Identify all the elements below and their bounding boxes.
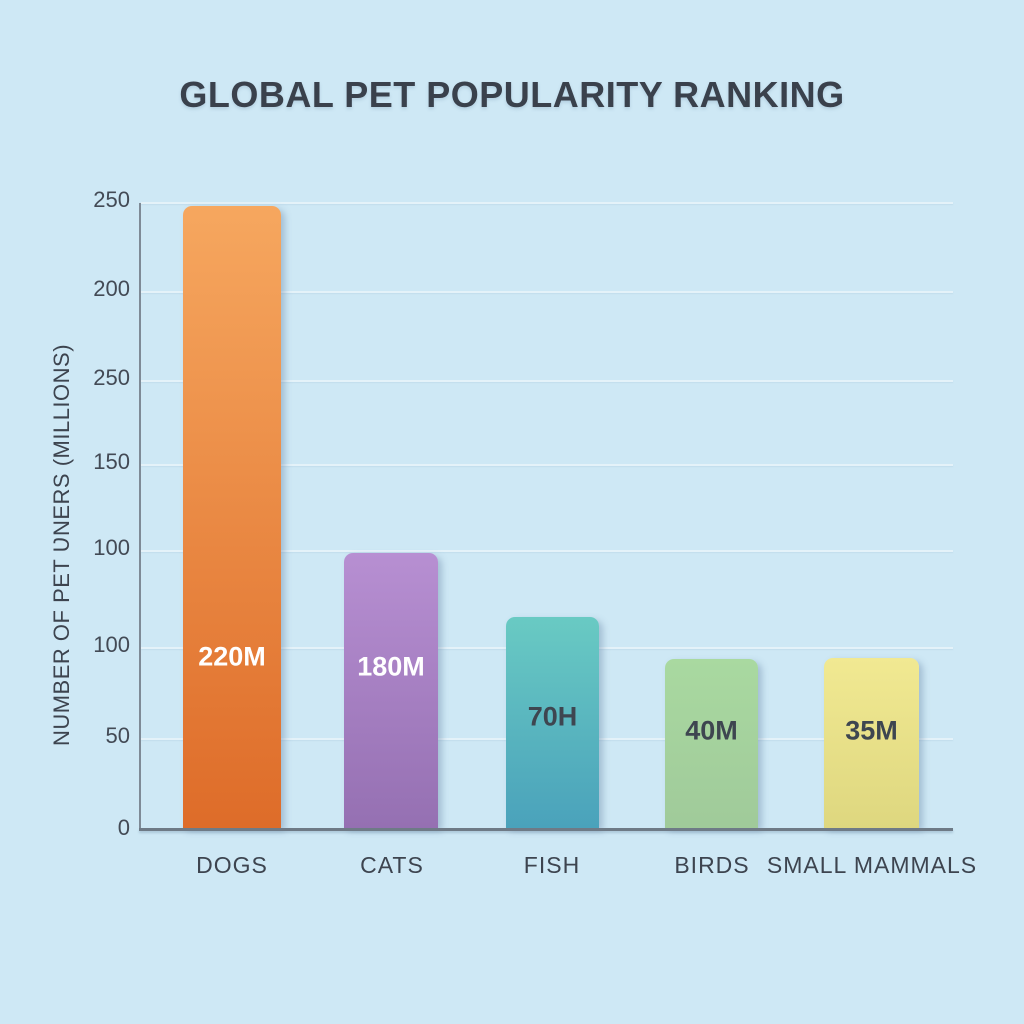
x-category-label: CATS [360,852,424,878]
y-axis-line [139,203,141,830]
x-category-label: FISH [523,852,581,878]
y-tick-label: 100 [93,535,130,560]
y-tick-label: 150 [93,449,130,474]
bar-dogs: 220M [183,206,281,828]
gridline [141,380,953,382]
y-tick-label: 250 [93,365,130,390]
bar-value-label: 40M [685,715,738,746]
gridline [141,464,953,466]
x-axis-line [139,828,953,831]
x-category-label: DOGS [196,852,268,878]
bar-cats: 180M [344,553,438,828]
y-tick-label: 50 [105,723,130,748]
bar-value-label: 180M [357,651,425,682]
y-tick-label: 200 [93,276,130,301]
bar-fish: 70H [506,617,599,828]
x-category-label: SMALL MAMMALS [766,852,978,878]
y-tick-label: 0 [117,815,130,840]
gridline [141,550,953,552]
y-tick-label: 250 [93,187,130,212]
bar-birds: 40M [665,659,758,828]
gridline [141,291,953,293]
bar-value-label: 35M [845,715,898,746]
gridline [141,202,953,204]
y-tick-label: 100 [93,632,130,657]
bar-value-label: 70H [527,701,578,732]
bar-value-label: 220M [198,641,266,672]
x-category-label: BIRDS [674,852,750,878]
bar-small-mammals: 35M [824,658,919,828]
chart-title: GLOBAL PET POPULARITY RANKING [179,74,845,115]
